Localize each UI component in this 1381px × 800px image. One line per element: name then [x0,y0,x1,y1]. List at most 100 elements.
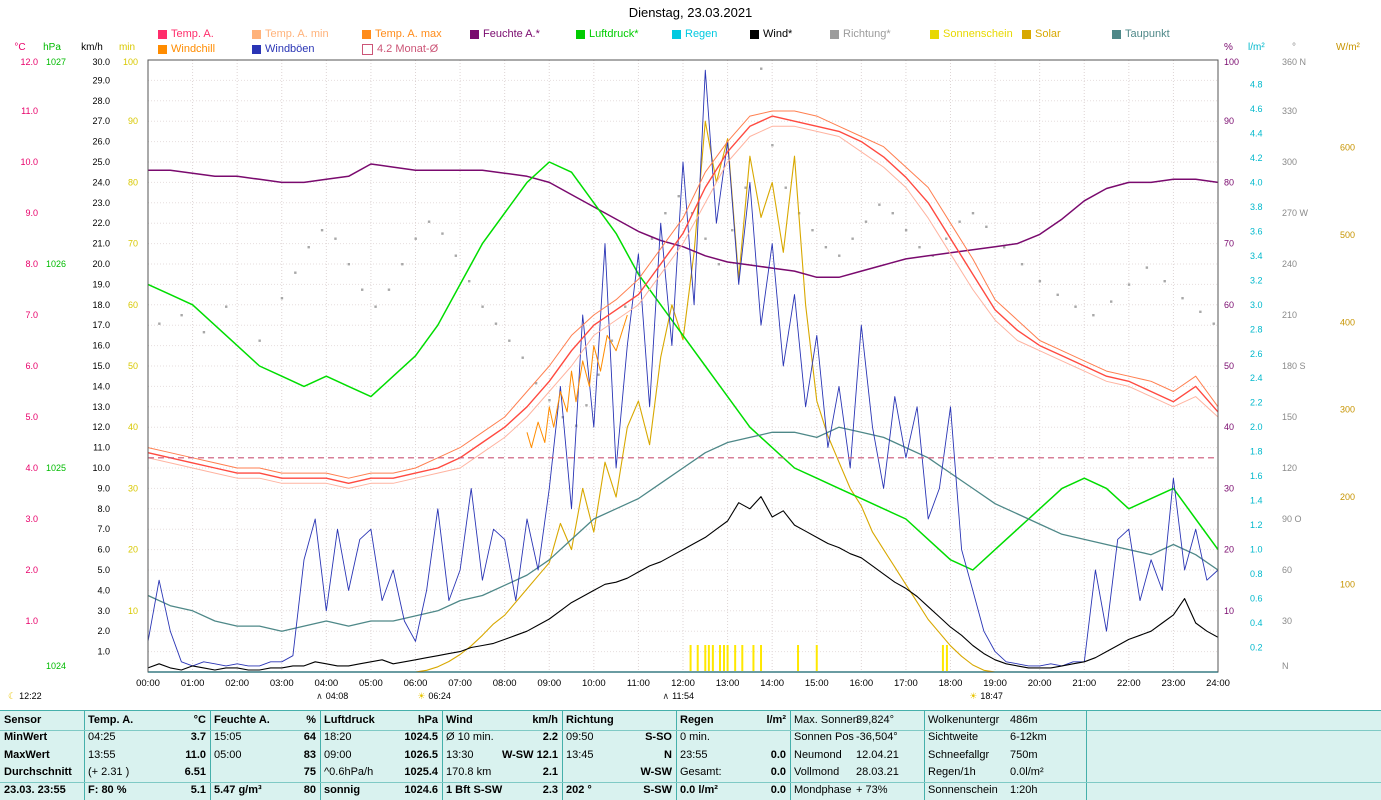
table-row-label: Sensor [4,714,42,726]
axis-tick-temp: 11.0 [21,106,38,116]
axis-tick-deg: 90 O [1282,514,1302,524]
legend-item-4-2-monat: 4.2 Monat-Ø [362,43,438,55]
axis-tick-hpa: 1027 [46,57,66,67]
axis-tick-kmh: 20.0 [92,259,110,269]
legend-item-temp-a: Temp. A. [158,28,214,40]
table-cell-feuchte-aux: 05:00 [214,748,242,761]
x-tick-label: 05:00 [359,678,383,689]
legend-swatch-solar [1022,29,1031,39]
legend-swatch-temp-a-min [252,29,261,39]
legend-swatch-wind [750,29,759,39]
direction-dot [985,225,988,228]
x-tick-label: 08:00 [493,678,517,689]
table-cell-richtung-aux: 202 ° [566,783,592,796]
table-column-divider [924,711,925,800]
table-cell-wind-aux: 170.8 km [446,766,492,779]
direction-dot [1199,310,1202,313]
series-windb-en [147,69,1219,667]
axis-tick-pct: 80 [1224,177,1234,187]
axis-tick-lm2: 1.0 [1250,545,1263,555]
direction-dot [1056,293,1059,296]
direction-dot [1092,314,1095,317]
axis-label-lm2: l/m² [1248,42,1265,53]
direction-dot [307,246,310,249]
axis-label-wm2: W/m² [1336,42,1361,53]
axis-tick-temp: 3.0 [25,514,38,524]
x-tick-label: 03:00 [270,678,294,689]
table-column-divider [790,711,791,800]
legend-swatch-luftdruck [576,29,585,39]
legend-item-solar: Solar [1022,28,1061,40]
direction-dot [891,212,894,215]
table-cell-richtung-value: S-SW [643,783,672,796]
sun-marker-06-24: ☀ 06:24 [417,691,451,701]
axis-tick-kmh: 11.0 [93,443,110,453]
axis-tick-temp: 6.0 [25,361,38,371]
table-cell-env-label: Schneefallgr [928,748,990,761]
table-cell-env-label: Sonnenschein [928,783,998,796]
direction-dot [1212,322,1215,325]
table-cell-astro-value: 12.04.21 [856,748,899,761]
axis-tick-deg: 30 [1282,616,1292,626]
axis-label-deg: ° [1292,42,1296,53]
table-cell-wind-value: km/h [532,714,558,726]
axis-tick-lm2: 0.8 [1250,569,1263,579]
direction-dot [1181,297,1184,300]
axis-tick-min: 20 [128,545,138,555]
axis-tick-kmh: 26.0 [92,137,110,147]
series-temp-a-max [147,110,1219,479]
x-tick-label: 09:00 [537,678,561,689]
axis-tick-wm2: 200 [1340,492,1355,502]
axis-tick-temp: 2.0 [25,565,38,575]
direction-dot [1003,246,1006,249]
direction-dot [334,237,337,240]
axis-tick-kmh: 15.0 [92,361,110,371]
axis-tick-min: 50 [128,361,138,371]
direction-dot [347,263,351,266]
table-cell-regen-aux: 0 min. [680,731,710,744]
chart-frame [147,59,1219,673]
axis-tick-kmh: 14.0 [92,381,110,391]
axis-tick-temp: 12.0 [20,57,38,67]
table-cell-astro-label: Max. Sonnen [794,714,859,726]
legend-label: Sonnenschein [943,28,1013,40]
sun-marker-11-54: ∧ 11:54 [663,691,694,701]
table-cell-richtung-aux: 09:50 [566,731,594,744]
table-cell-temp-value: 3.7 [190,731,206,744]
table-row-divider [0,729,1381,731]
sun-moon-markers: ☾ 12:22 ∧ 04:08 ☀ 06:24 ∧ 11:54 ☀ 18:47 [8,691,1003,701]
direction-dot [851,237,854,240]
legend-swatch-feuchte-a [470,29,479,39]
direction-dot [744,186,747,189]
table-column-divider [1086,711,1087,800]
direction-dot [494,322,498,325]
table-cell-regen-aux: Gesamt: [680,766,722,779]
table-cell-richtung-aux: 13:45 [566,748,594,761]
table-cell-wind-value: W-SW 12.1 [501,748,558,761]
direction-dot [534,382,538,385]
direction-dot [771,144,774,147]
axis-tick-kmh: 6.0 [97,545,110,555]
table-cell-astro-value: 28.03.21 [856,766,899,779]
legend-item-taupunkt: Taupunkt [1112,28,1170,40]
axis-label-pct: % [1224,42,1233,53]
axis-tick-pct: 20 [1224,545,1234,555]
table-cell-wind-aux: 1 Bft S-SW [446,783,503,796]
table-cell-regen-value: 0.0 [770,766,786,779]
table-cell-richtung-value: W-SW [640,766,672,779]
chart-legend-row-1: Temp. A. Temp. A. min Temp. A. max Feuchte … [0,28,1381,41]
x-tick-label: 12:00 [671,678,695,689]
legend-item-windb-en: Windböen [252,43,315,55]
table-cell-luftdruck-aux: ^0.6hPa/h [324,766,374,779]
axis-tick-lm2: 2.6 [1250,349,1263,359]
axis-tick-lm2: 4.4 [1250,128,1263,138]
table-cell-regen-aux: 23:55 [680,748,708,761]
legend-swatch-windchill [158,44,167,54]
axis-tick-kmh: 27.0 [92,116,110,126]
axis-temp: °C 12.0 11.0 10.0 9.0 8.0 7.0 6.0 5.0 4.0 3.0 2.0 1.… [14,42,38,626]
axis-tick-min: 40 [128,422,138,432]
table-cell-feuchte-value: 75 [303,766,316,779]
table-cell-feuchte-value: 80 [303,783,316,796]
table-cell-luftdruck-aux: 09:00 [324,748,352,761]
axis-tick-hpa: 1026 [46,259,66,269]
